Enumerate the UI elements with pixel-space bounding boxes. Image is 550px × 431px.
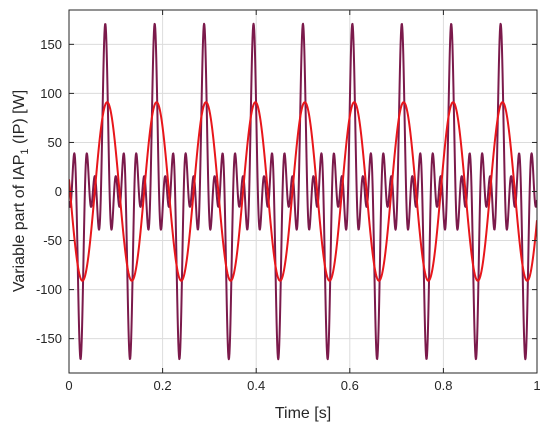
- y-tick-label: -100: [36, 282, 62, 297]
- x-tick-label: 0.2: [154, 378, 172, 393]
- x-tick-label: 0.4: [247, 378, 265, 393]
- x-axis-label: Time [s]: [275, 405, 331, 422]
- y-tick-label: 50: [48, 135, 62, 150]
- x-tick-label: 0: [65, 378, 72, 393]
- y-tick-labels: -150 -100 -50 0 50 100 150: [36, 37, 62, 346]
- y-tick-label: -50: [43, 233, 62, 248]
- y-tick-label: -150: [36, 331, 62, 346]
- y-axis-label-main: Variable part of IAP: [11, 155, 28, 293]
- ticks: [68, 10, 538, 373]
- y-axis-label-tail: (IP) [W]: [11, 90, 28, 149]
- y-tick-label: 150: [40, 37, 62, 52]
- y-tick-label: 100: [40, 86, 62, 101]
- x-tick-labels: 0 0.2 0.4 0.6 0.8 1: [65, 378, 540, 393]
- series-layer: [69, 22, 537, 361]
- x-tick-label: 0.8: [434, 378, 452, 393]
- y-axis-label-subscript: 1: [19, 148, 31, 154]
- x-tick-label: 0.6: [341, 378, 359, 393]
- y-axis-label: Variable part of IAP1 (IP) [W]: [11, 90, 31, 292]
- series-line-2: [69, 101, 537, 282]
- series-line-1: [69, 22, 537, 361]
- y-tick-label: 0: [55, 184, 62, 199]
- x-tick-label: 1: [533, 378, 540, 393]
